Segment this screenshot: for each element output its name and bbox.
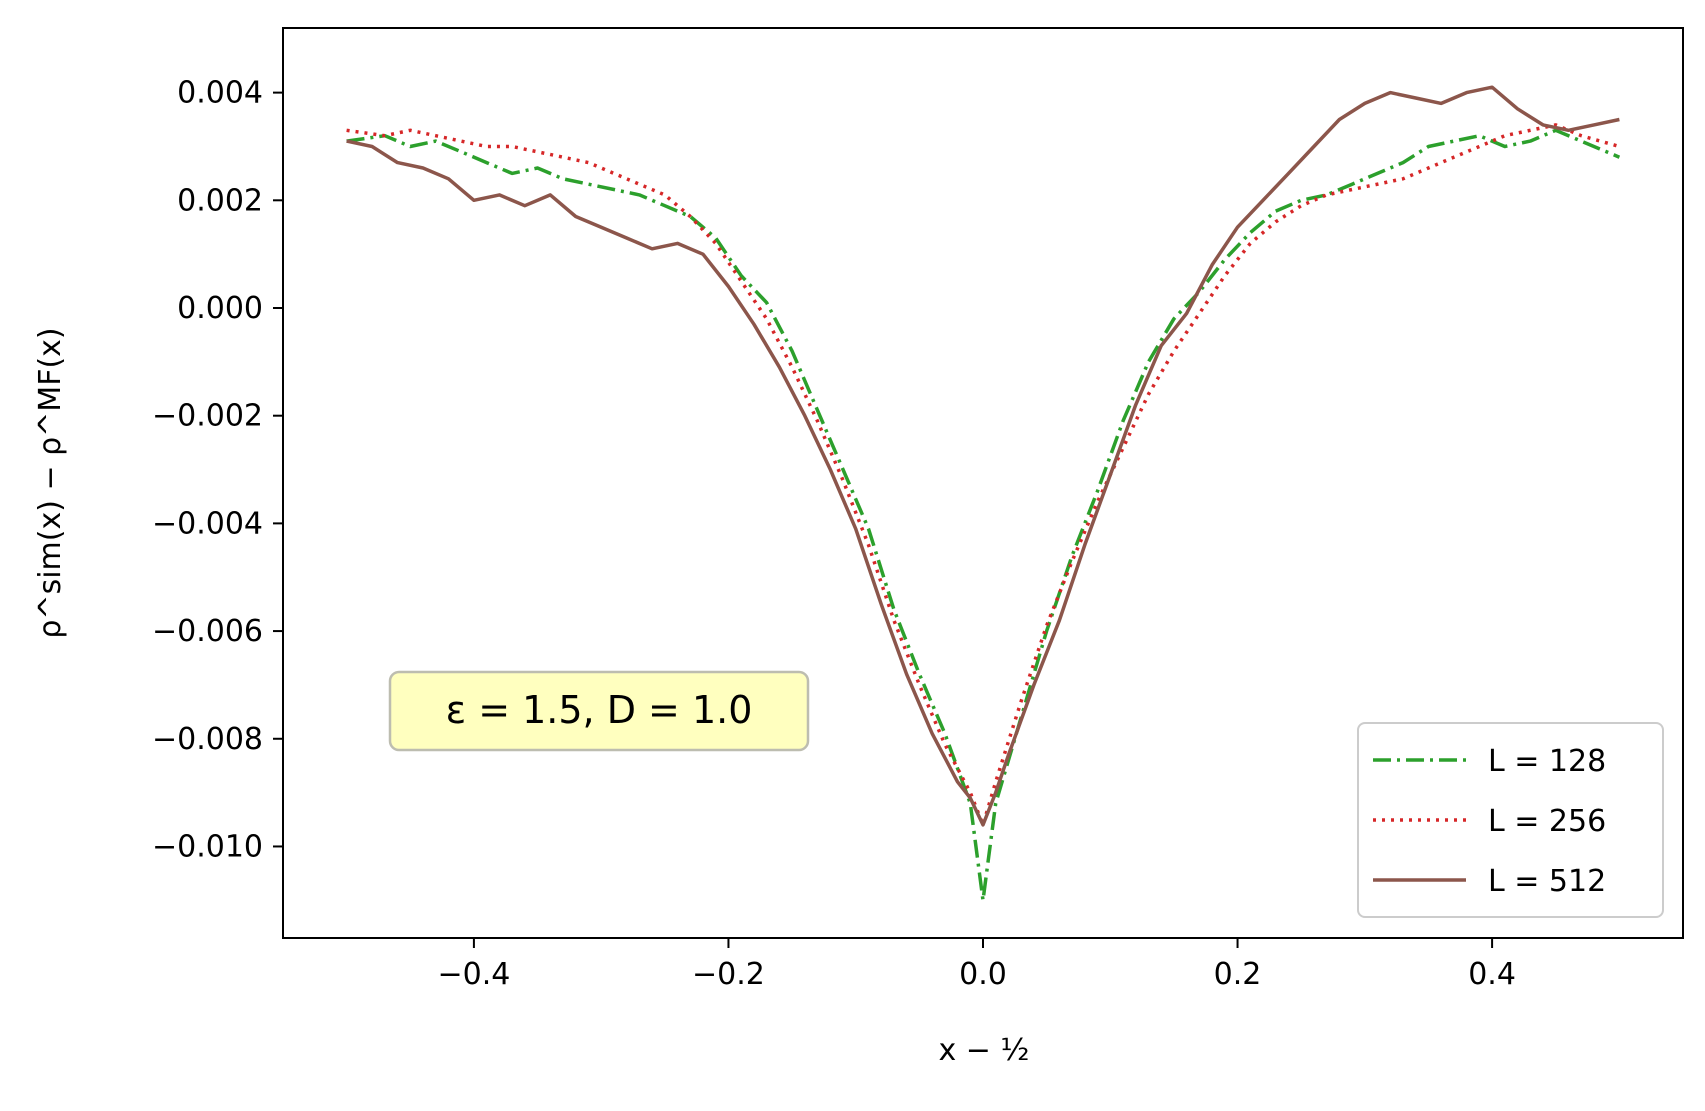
annotation-text: ε = 1.5, D = 1.0: [446, 688, 753, 732]
series-line-3: [346, 85, 1620, 827]
y-tick-label: −0.006: [152, 614, 263, 649]
series-line-1: [346, 128, 1621, 903]
y-tick-label: −0.002: [152, 399, 263, 434]
y-tick-label: 0.002: [177, 183, 263, 218]
y-tick-label: −0.008: [152, 722, 263, 757]
series-layer: [346, 85, 1621, 903]
y-tick-label: 0.000: [177, 291, 263, 326]
y-axis-label-text: ρ^sim(x) − ρ^MF(x): [33, 327, 68, 638]
y-axis-label: ρ^sim(x) − ρ^MF(x): [33, 327, 68, 638]
annotation-background: [388, 670, 810, 752]
series-line-2: [346, 123, 1620, 827]
y-tick-label: 0.004: [177, 76, 263, 111]
x-axis-label-text: x − ½: [938, 1033, 1029, 1068]
legend-label-3: L = 512: [1488, 864, 1606, 899]
legend: L = 128 L = 256 L = 512: [1357, 722, 1664, 918]
y-tick-label: −0.010: [152, 829, 263, 864]
x-tick-label: 0.0: [959, 957, 1007, 992]
x-axis: −0.4 −0.2 0.0 0.2 0.4: [437, 938, 1516, 992]
annotation-box: ε = 1.5, D = 1.0: [388, 670, 810, 752]
y-tick-label: −0.004: [152, 506, 263, 541]
x-tick-label: 0.4: [1468, 957, 1516, 992]
x-tick-label: 0.2: [1214, 957, 1262, 992]
legend-label-1: L = 128: [1488, 744, 1606, 779]
legend-label-2: L = 256: [1488, 804, 1606, 839]
x-tick-label: −0.2: [692, 957, 765, 992]
legend-frame: [1357, 722, 1664, 918]
x-axis-label: x − ½: [938, 1033, 1029, 1068]
y-axis: 0.004 0.002 0.000 −0.002 −0.004 −0.006 −0.008 −…: [152, 76, 283, 864]
x-tick-label: −0.4: [437, 957, 510, 992]
